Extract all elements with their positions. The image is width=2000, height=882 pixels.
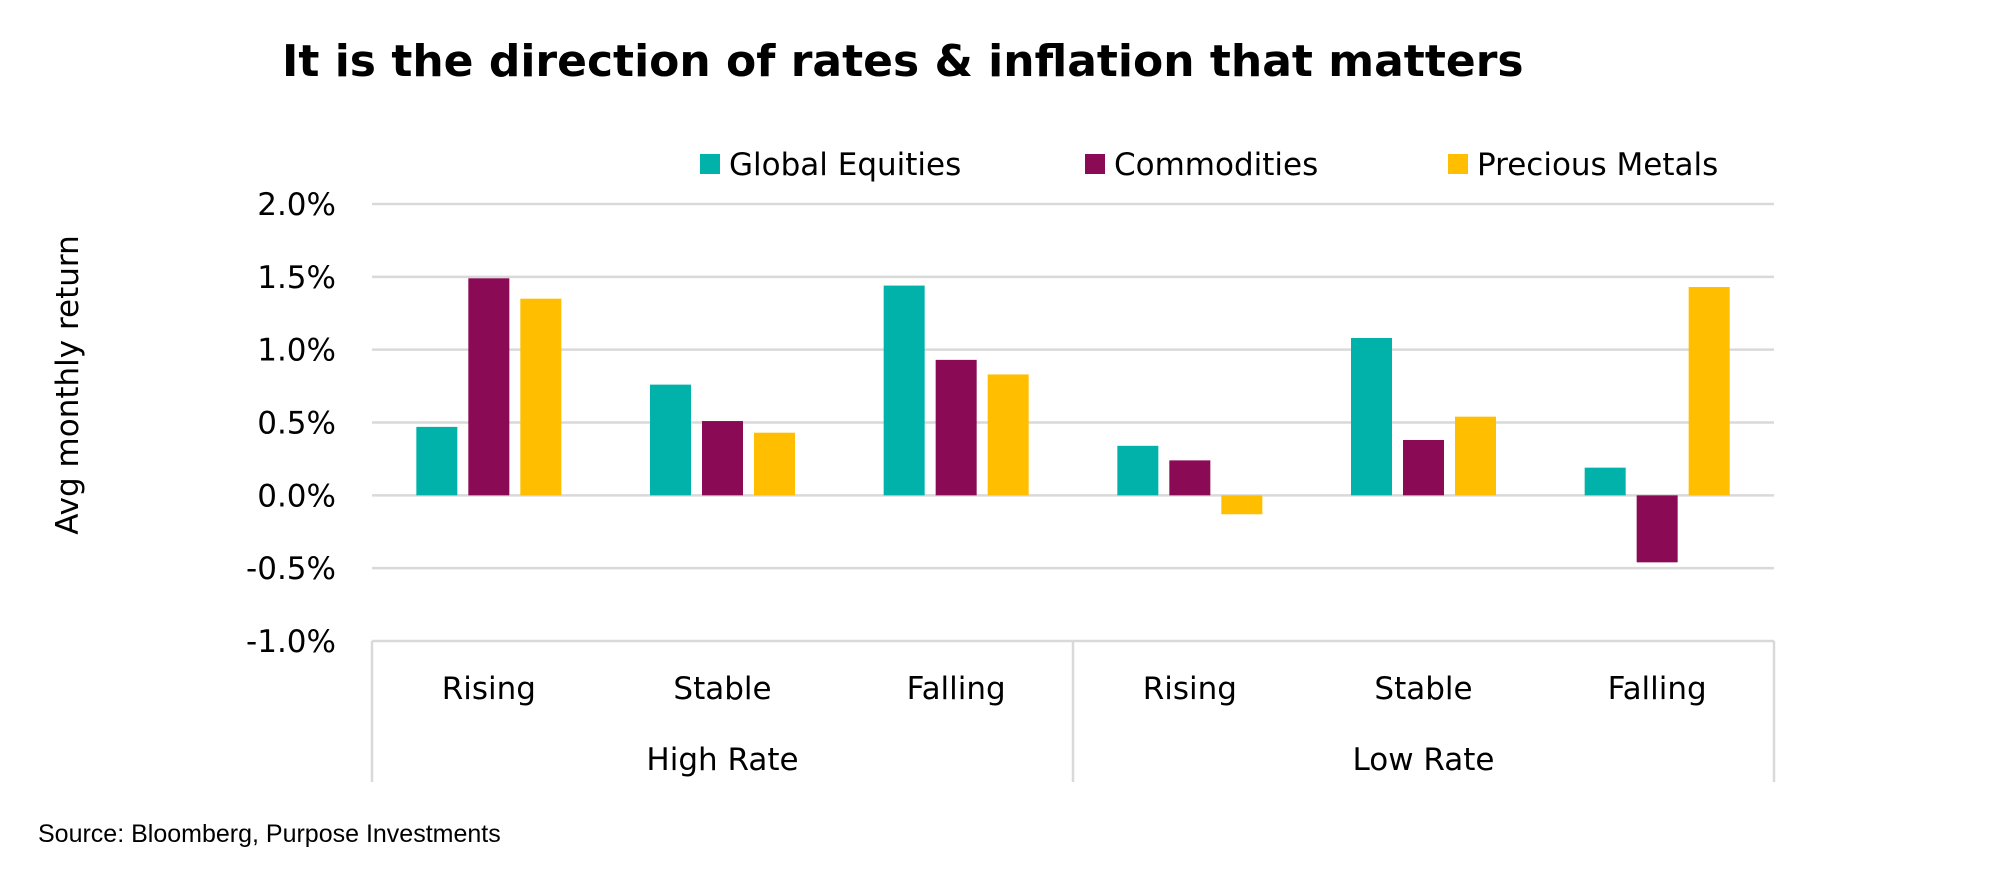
- bar-precious-metals: [987, 374, 1029, 496]
- y-tick-label: 1.5%: [257, 260, 336, 296]
- bar-commodities: [1169, 460, 1211, 496]
- x-category-label: Rising: [1143, 671, 1237, 707]
- source-note: Source: Bloomberg, Purpose Investments: [38, 820, 501, 848]
- x-group-label: High Rate: [646, 742, 798, 778]
- y-tick-label: 2.0%: [257, 187, 336, 223]
- y-tick-label: 1.0%: [257, 333, 336, 369]
- x-category-label: Stable: [673, 671, 771, 707]
- y-tick-label: -1.0%: [246, 624, 336, 660]
- bar-precious-metals: [754, 432, 795, 496]
- bar-global-equities: [883, 285, 925, 496]
- legend-swatch: [700, 154, 720, 174]
- x-category-label: Stable: [1374, 671, 1472, 707]
- bar-commodities: [702, 421, 743, 496]
- legend-label: Global Equities: [729, 147, 961, 183]
- x-category-label: Falling: [1608, 671, 1707, 707]
- legend-label: Precious Metals: [1477, 147, 1718, 183]
- bar-global-equities: [416, 426, 458, 496]
- bar-global-equities: [1584, 467, 1626, 496]
- bar-global-equities: [650, 384, 691, 496]
- x-group-label: Low Rate: [1353, 742, 1495, 778]
- y-tick-label: -0.5%: [246, 551, 336, 587]
- legend-label: Commodities: [1114, 147, 1318, 183]
- chart-title: It is the direction of rates & inflation…: [282, 36, 1524, 87]
- bar-precious-metals: [1455, 416, 1496, 496]
- y-tick-label: 0.5%: [257, 406, 336, 442]
- bar-commodities: [1403, 439, 1444, 496]
- legend-swatch: [1448, 154, 1468, 174]
- x-category-label: Falling: [907, 671, 1006, 707]
- bar-global-equities: [1351, 338, 1392, 496]
- bar-commodities: [1636, 495, 1678, 563]
- bar-commodities: [468, 278, 510, 496]
- x-category-label: Rising: [442, 671, 536, 707]
- bar-precious-metals: [1221, 495, 1263, 515]
- bar-global-equities: [1117, 445, 1159, 496]
- legend-swatch: [1085, 154, 1105, 174]
- bar-precious-metals: [520, 298, 562, 496]
- bar-commodities: [935, 359, 977, 496]
- y-tick-label: 0.0%: [257, 478, 336, 514]
- bar-precious-metals: [1688, 287, 1730, 496]
- y-axis-label: Avg monthly return: [50, 235, 86, 534]
